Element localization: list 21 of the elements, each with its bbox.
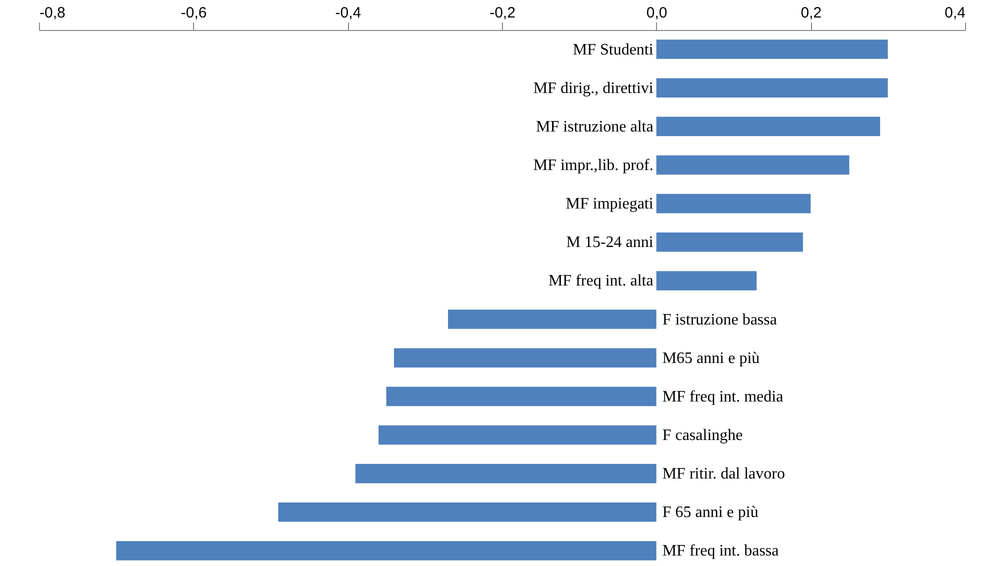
y-tick-label: MF impiegati — [566, 196, 654, 213]
x-tick-label: -0,2 — [490, 4, 516, 22]
x-tick-label: 0,4 — [944, 4, 966, 22]
y-tick-label: MF dirig., direttivi — [533, 80, 654, 97]
y-tick-label: MF Studenti — [572, 41, 654, 58]
x-tick-label: -0,4 — [335, 4, 362, 22]
x-tick-label: -0,8 — [40, 4, 66, 22]
x-tick-label: -0,6 — [180, 4, 207, 22]
y-tick-label: MF freq int. bassa — [662, 542, 779, 560]
y-tick-label: F 65 anni e più — [662, 504, 758, 522]
y-tick-label: F casalinghe — [662, 427, 743, 444]
y-tick-label: MF istruzione alta — [536, 118, 654, 136]
y-tick-label: MF ritir. dal lavoro — [662, 466, 785, 483]
y-tick-label: MF freq int. media — [662, 388, 784, 406]
x-tick-label: 0,2 — [800, 4, 822, 22]
y-tick-label: F istruzione bassa — [662, 311, 777, 328]
y-tick-label: M 15-24 anni — [566, 234, 654, 252]
x-tick-label: 0,0 — [646, 4, 668, 22]
y-tick-label: MF impr.,lib. prof. — [533, 157, 654, 174]
y-tick-label: MF freq int. alta — [548, 272, 654, 290]
y-tick-label: M65 anni e più — [662, 350, 760, 367]
